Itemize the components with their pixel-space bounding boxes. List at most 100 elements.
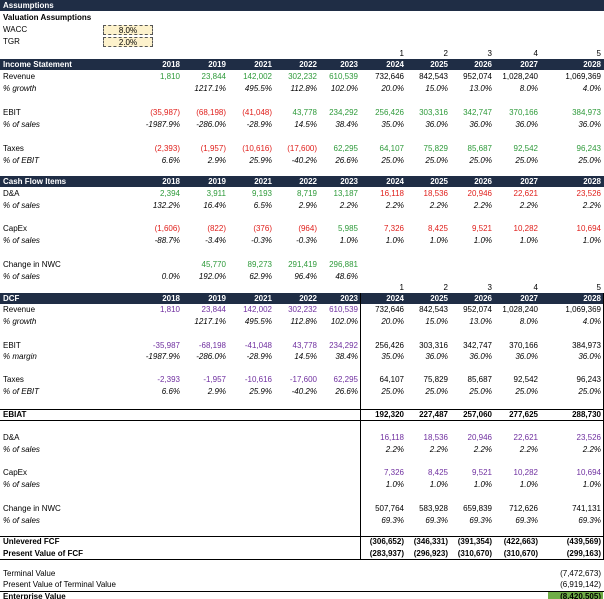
highlight-cell <box>548 591 603 599</box>
cell: 36.0% <box>515 120 538 129</box>
row-label: % of sales <box>3 236 40 245</box>
cell: -0.3% <box>251 236 272 245</box>
cell: 45,770 <box>201 260 226 269</box>
year-header: 2018 <box>162 177 180 186</box>
row-label: % of sales <box>3 201 40 210</box>
cell: 16,118 <box>380 189 404 198</box>
year-header: 2019 <box>208 177 226 186</box>
cell: 3,911 <box>206 189 226 198</box>
cell: 732,646 <box>375 72 404 81</box>
year-header: 2022 <box>299 177 317 186</box>
year-header: 2025 <box>430 177 448 186</box>
cell: 1.0% <box>473 480 492 489</box>
cell: -286.0% <box>196 120 226 129</box>
cell: 112.8% <box>290 84 317 93</box>
cell: 5 <box>596 283 601 292</box>
cell: 342,747 <box>463 108 492 117</box>
cell: 495.5% <box>244 84 272 93</box>
cell: 2.9% <box>298 201 317 210</box>
row-label: Terminal Value <box>3 569 56 578</box>
cell: 303,316 <box>419 108 448 117</box>
row-label: Present Value of Terminal Value <box>3 580 116 589</box>
cell: 5,985 <box>337 224 358 233</box>
cell: 8,425 <box>427 468 448 477</box>
cell: 85,687 <box>467 144 492 153</box>
cell: 35.0% <box>381 352 404 361</box>
border-line <box>0 559 604 560</box>
cell: 23,526 <box>576 189 601 198</box>
row-label: D&A <box>3 189 20 198</box>
year-header: 2025 <box>430 294 448 303</box>
cell: 38.4% <box>335 352 358 361</box>
cell: 69.3% <box>469 516 492 525</box>
cell: 112.8% <box>290 317 317 326</box>
cell: -41,048 <box>244 341 272 350</box>
cell: 4.0% <box>582 317 601 326</box>
cell: 38.4% <box>335 120 358 129</box>
cell: 1.0% <box>473 236 492 245</box>
year-header: 2028 <box>583 294 601 303</box>
cell: (439,569) <box>566 537 601 546</box>
year-header: 2027 <box>520 60 538 69</box>
cell: -88.7% <box>154 236 180 245</box>
cell: -40.2% <box>291 156 317 165</box>
cell: 1.0% <box>429 236 448 245</box>
cell: 1.0% <box>339 236 358 245</box>
divider-line <box>360 293 361 559</box>
cell: 3 <box>487 283 492 292</box>
cell: 14.5% <box>294 120 317 129</box>
cell: 2.2% <box>519 445 538 454</box>
row-label: Cash Flow Items <box>3 177 67 186</box>
cell: 583,928 <box>419 504 448 513</box>
cell: 96,243 <box>576 375 601 384</box>
cell: (7,472,673) <box>560 569 601 578</box>
cell: 142,002 <box>243 305 272 314</box>
cell: (964) <box>298 224 317 233</box>
cell: 9,521 <box>471 468 492 477</box>
cell: (17,600) <box>287 144 317 153</box>
row-label: EBIAT <box>3 410 27 419</box>
cell: 2.9% <box>207 156 226 165</box>
row-label: % of sales <box>3 120 40 129</box>
cell: 25.0% <box>578 387 601 396</box>
cell: -3.4% <box>205 236 226 245</box>
section-bar <box>0 59 604 70</box>
cell: 64,107 <box>379 144 404 153</box>
cell: 26.6% <box>335 156 358 165</box>
cell: 277,625 <box>509 410 538 419</box>
cell: 23,844 <box>201 72 226 81</box>
year-header: 2025 <box>430 60 448 69</box>
cell: (296,923) <box>413 549 448 558</box>
cell: 62,295 <box>333 375 358 384</box>
cell: 92,542 <box>513 144 538 153</box>
cell: 0.0% <box>161 272 180 281</box>
assumption-value: 2.0% <box>103 37 153 47</box>
cell: 1 <box>399 49 404 58</box>
cell: 1,069,369 <box>565 305 601 314</box>
cell: (41,048) <box>242 108 272 117</box>
row-label: DCF <box>3 294 20 303</box>
cell: 36.0% <box>469 352 492 361</box>
cell: 7,326 <box>383 468 404 477</box>
cell: 659,839 <box>463 504 492 513</box>
cell: 192,320 <box>375 410 404 419</box>
cell: 1,810 <box>159 305 180 314</box>
cell: (2,393) <box>154 144 180 153</box>
year-header: 2024 <box>386 294 404 303</box>
row-label: Change in NWC <box>3 504 61 513</box>
cell: 69.3% <box>515 516 538 525</box>
row-label: % of EBIT <box>3 387 40 396</box>
row-label: % of sales <box>3 516 40 525</box>
cell: (1,957) <box>200 144 226 153</box>
cell: (8,420,505) <box>560 592 601 599</box>
cell: 2.2% <box>429 445 448 454</box>
cell: 1 <box>399 283 404 292</box>
row-label: D&A <box>3 433 20 442</box>
assumption-label: WACC <box>3 25 28 34</box>
row-label: % of sales <box>3 480 40 489</box>
cell: 1217.1% <box>194 317 226 326</box>
cell: 36.0% <box>469 120 492 129</box>
cell: 25.0% <box>515 387 538 396</box>
row-label: % of EBIT <box>3 156 40 165</box>
year-header: 2018 <box>162 60 180 69</box>
